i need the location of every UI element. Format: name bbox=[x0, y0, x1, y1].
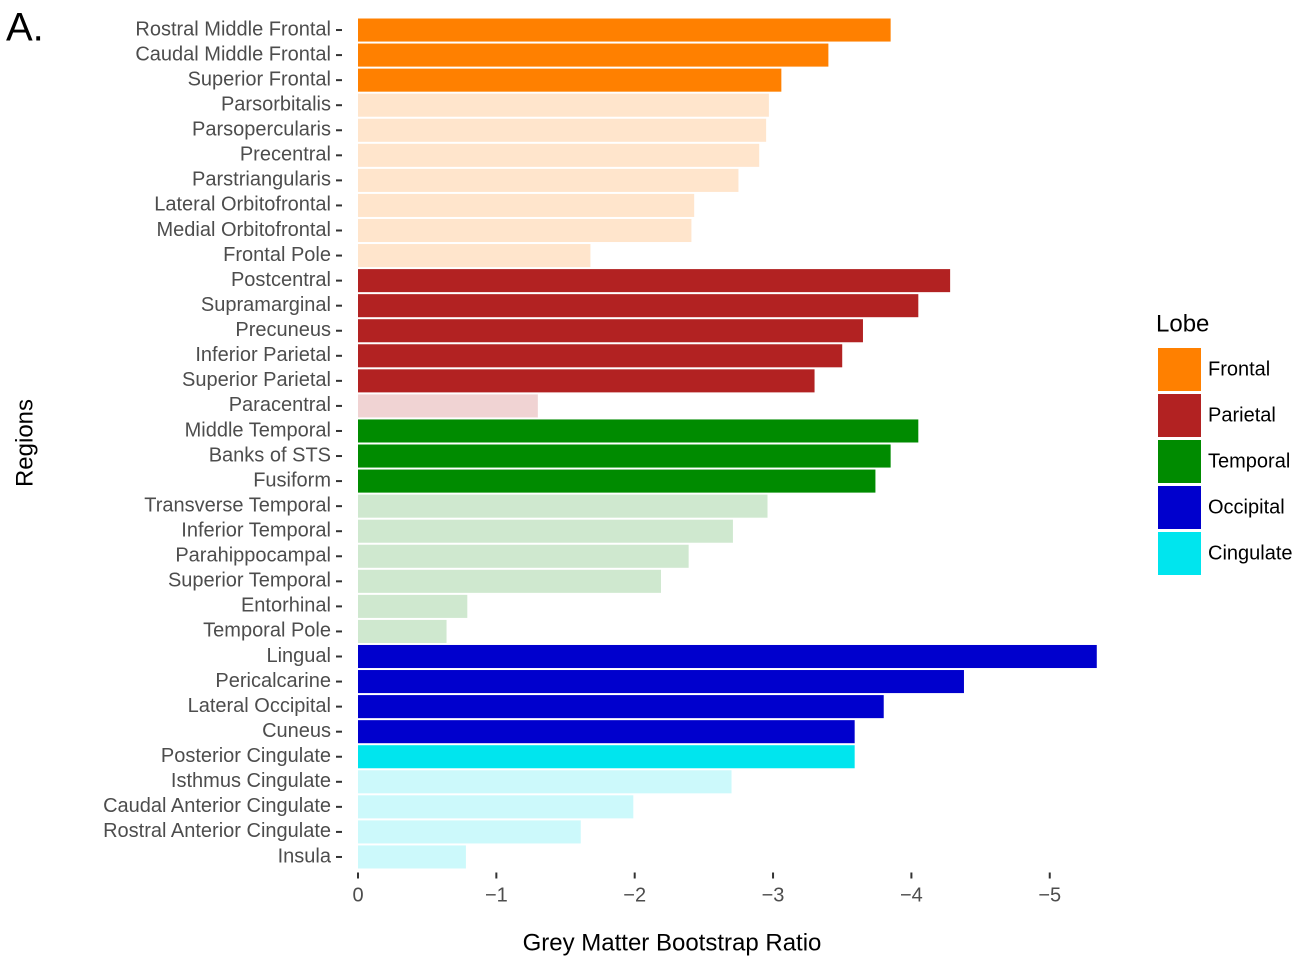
bar bbox=[358, 619, 447, 643]
x-tick-label: −3 bbox=[762, 884, 785, 906]
bar bbox=[358, 519, 733, 543]
bar bbox=[358, 670, 964, 694]
y-tick-label: Rostral Anterior Cingulate bbox=[103, 820, 331, 842]
bar bbox=[358, 43, 829, 67]
y-tick-label: Middle Temporal bbox=[185, 419, 331, 441]
y-tick-label: Isthmus Cingulate bbox=[171, 770, 331, 792]
bar bbox=[358, 469, 876, 493]
bar bbox=[358, 218, 692, 243]
bar bbox=[358, 845, 466, 869]
bar bbox=[358, 644, 1097, 669]
bar bbox=[358, 193, 695, 217]
y-tick-label: Inferior Parietal bbox=[195, 344, 331, 366]
y-axis-label: Regions bbox=[11, 399, 38, 487]
bar bbox=[358, 820, 581, 844]
bar bbox=[358, 168, 739, 192]
bar bbox=[358, 494, 768, 518]
bar bbox=[358, 118, 767, 142]
bar bbox=[358, 695, 884, 719]
legend-label: Cingulate bbox=[1208, 542, 1293, 564]
bar bbox=[358, 369, 815, 393]
y-tick-label: Caudal Middle Frontal bbox=[135, 43, 331, 65]
y-tick-label: Superior Temporal bbox=[168, 570, 331, 592]
bar bbox=[358, 544, 689, 568]
legend-key bbox=[1158, 440, 1201, 483]
x-tick-label: 0 bbox=[352, 884, 363, 906]
y-tick-label: Lateral Occipital bbox=[188, 695, 331, 717]
bar bbox=[358, 344, 843, 368]
x-tick-label: −2 bbox=[623, 884, 646, 906]
y-tick-label: Pericalcarine bbox=[215, 670, 331, 692]
bar bbox=[358, 93, 769, 117]
y-tick-label: Insula bbox=[278, 845, 332, 867]
y-tick-label: Cuneus bbox=[262, 720, 331, 742]
y-tick-label: Caudal Anterior Cingulate bbox=[103, 795, 331, 817]
y-tick-label: Temporal Pole bbox=[203, 620, 331, 642]
y-tick-label: Banks of STS bbox=[209, 444, 331, 466]
x-axis-label: Grey Matter Bootstrap Ratio bbox=[523, 929, 822, 956]
y-tick-label: Superior Frontal bbox=[188, 68, 331, 90]
bar bbox=[358, 68, 782, 92]
bar bbox=[358, 319, 863, 343]
bar bbox=[358, 770, 732, 794]
y-tick-label: Entorhinal bbox=[241, 595, 331, 617]
y-tick-label: Precuneus bbox=[235, 319, 331, 341]
panel-label: A. bbox=[6, 6, 44, 50]
bar bbox=[358, 444, 891, 468]
y-tick-label: Medial Orbitofrontal bbox=[156, 219, 331, 241]
y-tick-label: Posterior Cingulate bbox=[161, 745, 331, 767]
y-tick-label: Inferior Temporal bbox=[181, 519, 331, 541]
bar bbox=[358, 394, 538, 418]
bar bbox=[358, 143, 760, 167]
x-tick-label: −5 bbox=[1038, 884, 1061, 906]
legend-key bbox=[1158, 348, 1201, 391]
bar bbox=[358, 745, 855, 769]
legend-key bbox=[1158, 532, 1201, 575]
y-tick-label: Precentral bbox=[240, 144, 331, 166]
legend-key bbox=[1158, 394, 1201, 437]
y-tick-label: Lingual bbox=[266, 645, 331, 667]
y-tick-label: Parsorbitalis bbox=[221, 93, 331, 115]
bar bbox=[358, 569, 661, 593]
y-tick-label: Fusiform bbox=[253, 469, 331, 491]
bar bbox=[358, 419, 919, 443]
y-tick-label: Parahippocampal bbox=[175, 545, 331, 567]
legend-label: Frontal bbox=[1208, 358, 1270, 380]
y-tick-label: Parstriangularis bbox=[192, 169, 331, 191]
legend-label: Occipital bbox=[1208, 496, 1285, 518]
legend-label: Parietal bbox=[1208, 404, 1276, 426]
y-tick-label: Rostral Middle Frontal bbox=[135, 18, 331, 40]
y-tick-label: Postcentral bbox=[231, 269, 331, 291]
bar bbox=[358, 269, 951, 293]
legend-title: Lobe bbox=[1156, 310, 1209, 337]
bar bbox=[358, 244, 591, 268]
y-tick-label: Lateral Orbitofrontal bbox=[154, 194, 331, 216]
bar bbox=[358, 18, 891, 42]
y-tick-label: Frontal Pole bbox=[223, 244, 331, 266]
legend-label: Temporal bbox=[1208, 450, 1290, 472]
bar bbox=[358, 795, 634, 819]
legend-key bbox=[1158, 486, 1201, 529]
bar bbox=[358, 594, 468, 618]
x-tick-label: −1 bbox=[485, 884, 508, 906]
bar bbox=[358, 720, 855, 744]
y-tick-label: Parsopercularis bbox=[192, 119, 331, 141]
y-tick-label: Superior Parietal bbox=[182, 369, 331, 391]
y-tick-label: Supramarginal bbox=[201, 294, 331, 316]
x-tick-label: −4 bbox=[900, 884, 923, 906]
y-tick-label: Transverse Temporal bbox=[144, 494, 331, 516]
bar bbox=[358, 294, 919, 318]
y-tick-label: Paracentral bbox=[229, 394, 331, 416]
